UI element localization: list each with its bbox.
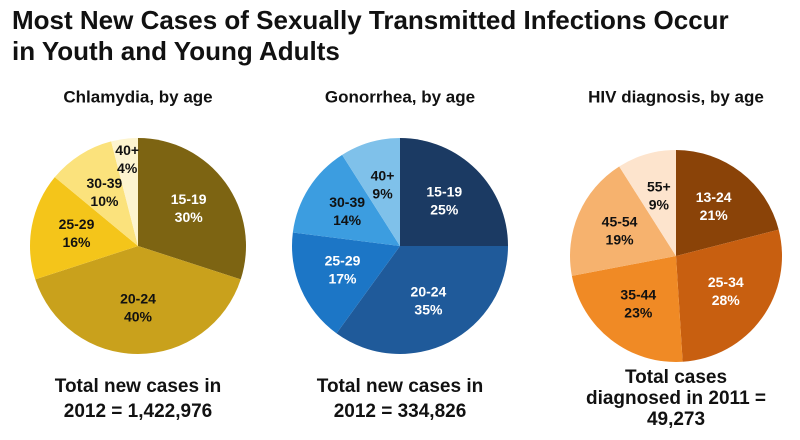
pie-slice <box>342 138 400 246</box>
slice-category: 25-29 <box>59 216 95 232</box>
slice-category: 30-39 <box>87 175 123 191</box>
slice-value-label: 9% <box>372 186 393 202</box>
slice-value-label: 17% <box>328 271 357 287</box>
pie-slice <box>336 246 508 354</box>
slice-value-label: 9% <box>649 197 670 213</box>
slice-category: 40+ <box>115 142 139 158</box>
pie-slice <box>676 150 779 256</box>
slice-value-label: 19% <box>606 231 635 247</box>
total-note: Total cases <box>625 367 727 388</box>
slice-value-label: 21% <box>700 207 729 223</box>
pie-slice <box>54 141 138 246</box>
pie-slice <box>111 138 138 246</box>
slice-value-label: 25% <box>430 201 459 217</box>
pie-slice <box>570 166 676 276</box>
total-note: 49,273 <box>647 409 705 430</box>
main-title-line: Most New Cases of Sexually Transmitted I… <box>12 5 729 35</box>
slice-value-label: 28% <box>712 292 741 308</box>
pie-title: HIV diagnosis, by age <box>588 87 764 106</box>
slice-value-label: 35% <box>414 302 443 318</box>
total-note: Total new cases in <box>55 376 221 397</box>
total-note: Total new cases in <box>317 376 483 397</box>
total-note: 2012 = 334,826 <box>334 401 467 422</box>
slice-category: 55+ <box>647 179 671 195</box>
pie-slice <box>35 246 241 355</box>
pie-slice <box>619 150 676 256</box>
slice-category: 20-24 <box>120 290 156 306</box>
slice-value-label: 40% <box>124 308 153 324</box>
pie-title: Chlamydia, by age <box>63 87 212 106</box>
pie-slice <box>292 232 400 334</box>
pie-slice <box>292 154 400 246</box>
slice-category: 15-19 <box>426 183 462 199</box>
slice-value-label: 10% <box>90 193 119 209</box>
slice-category: 20-24 <box>411 284 447 300</box>
slice-category: 15-19 <box>171 191 207 207</box>
total-note: 2012 = 1,422,976 <box>64 401 212 422</box>
total-note: diagnosed in 2011 = <box>586 388 766 409</box>
slice-category: 13-24 <box>696 189 732 205</box>
slice-category: 40+ <box>371 168 395 184</box>
pie-slice <box>400 138 508 246</box>
slice-category: 35-44 <box>620 286 656 302</box>
slice-value-label: 16% <box>62 234 91 250</box>
slice-category: 45-54 <box>602 213 638 229</box>
slice-value-label: 30% <box>175 209 204 225</box>
slice-category: 25-29 <box>325 253 361 269</box>
pie-slice <box>29 177 139 280</box>
slice-category: 30-39 <box>329 194 365 210</box>
pie-title: Gonorrhea, by age <box>325 87 475 106</box>
pie-slice <box>571 256 683 362</box>
pie-slice <box>676 229 782 362</box>
main-title-line: in Youth and Young Adults <box>12 36 340 66</box>
slice-value-label: 4% <box>117 160 138 176</box>
slice-category: 25-34 <box>708 274 744 290</box>
pie-slice <box>138 138 246 280</box>
slice-value-label: 14% <box>333 212 362 228</box>
slice-value-label: 23% <box>624 304 653 320</box>
